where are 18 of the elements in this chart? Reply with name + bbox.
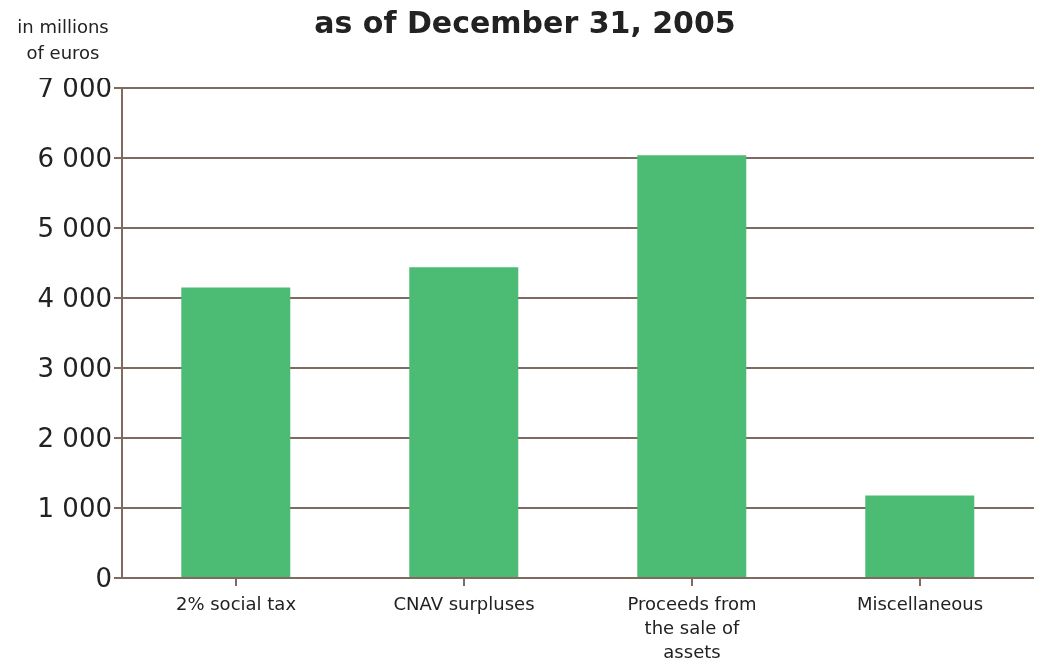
- y-tick-label: 5 000: [37, 213, 112, 244]
- bar: [865, 495, 975, 578]
- bar: [409, 267, 519, 578]
- y-tick-label: 0: [95, 563, 112, 594]
- y-tick-label: 6 000: [37, 143, 112, 174]
- bar: [637, 155, 747, 578]
- x-tick-label: CNAV surpluses: [393, 593, 535, 614]
- chart-title: as of December 31, 2005: [314, 5, 736, 40]
- y-tick-label: 1 000: [37, 493, 112, 524]
- y-tick-label: 3 000: [37, 353, 112, 384]
- y-tick-label: 2 000: [37, 423, 112, 454]
- x-tick-label: 2% social tax: [175, 593, 297, 614]
- x-tick-label: Miscellaneous: [856, 593, 984, 614]
- y-tick-label: 4 000: [37, 283, 112, 314]
- x-tick-label: Proceeds from the sale of assets: [627, 593, 757, 662]
- y-tick-label: 7 000: [37, 73, 112, 104]
- bar: [181, 287, 291, 578]
- y-axis-title: in millions of euros: [16, 15, 110, 65]
